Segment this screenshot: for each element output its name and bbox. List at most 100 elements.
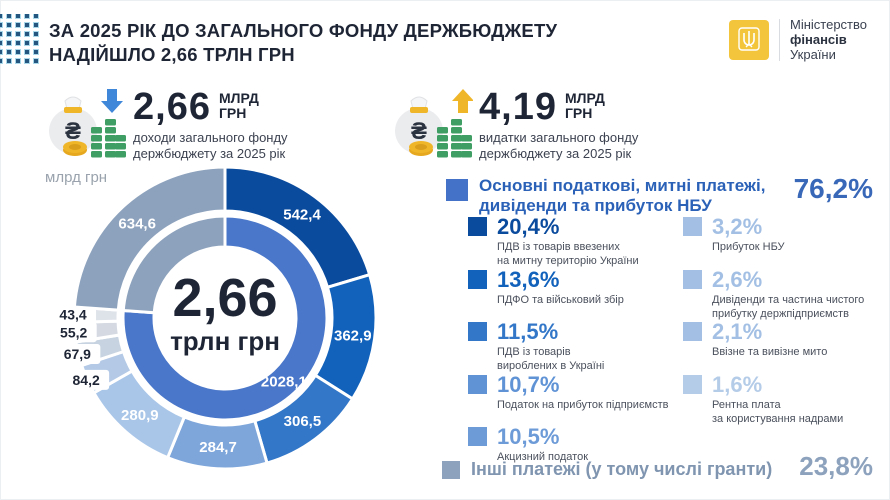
legend-main-percent: 76,2% bbox=[793, 173, 873, 204]
dot bbox=[16, 59, 20, 63]
legend-item-percent: 13,6% bbox=[497, 267, 560, 292]
donut-segment bbox=[121, 214, 227, 315]
segment-label: 306,5 bbox=[284, 413, 322, 430]
legend-item-percent: 10,7% bbox=[497, 372, 560, 397]
legend-item-description: Ввізне та вивізне мито bbox=[712, 346, 828, 358]
dot bbox=[7, 59, 11, 63]
legend-item-description: Акцизний податок bbox=[497, 451, 589, 463]
dot bbox=[16, 23, 20, 27]
dot bbox=[7, 41, 11, 45]
dot bbox=[16, 50, 20, 54]
legend-item: 2,1% Ввізне та вивізне мито bbox=[683, 320, 827, 360]
ministry-logo-text: Міністерство фінансів України bbox=[790, 17, 867, 62]
legend-item: 11,5% ПДВ із товарів вироблених в Україні bbox=[468, 320, 604, 373]
dot bbox=[7, 14, 11, 18]
dot bbox=[25, 50, 29, 54]
legend-item-swatch bbox=[683, 270, 702, 289]
legend-item-description: ПДВ із товарів ввезених на митну територі… bbox=[497, 241, 639, 267]
dot bbox=[16, 32, 20, 36]
legend-main-swatch bbox=[446, 179, 468, 201]
legend-item-percent: 20,4% bbox=[497, 214, 560, 239]
legend-item: 3,2% Прибуток НБУ bbox=[683, 215, 785, 255]
dot bbox=[34, 23, 38, 27]
dot bbox=[16, 14, 20, 18]
legend-item: 20,4% ПДВ із товарів ввезених на митну тер… bbox=[468, 215, 639, 268]
dot bbox=[34, 41, 38, 45]
legend-item-description: Податок на прибуток підприємств bbox=[497, 399, 669, 411]
revenue-value: 2,66 bbox=[133, 86, 211, 128]
legend-item-percent: 2,6% bbox=[712, 267, 763, 292]
legend-item-swatch bbox=[468, 217, 487, 236]
revenue-unit-line1: МЛРД bbox=[218, 90, 259, 106]
segment-label: 284,7 bbox=[199, 439, 237, 456]
legend-item-swatch bbox=[683, 322, 702, 341]
expenditure-unit-line1: МЛРД bbox=[564, 90, 605, 106]
page-title-line1: ЗА 2025 РІК ДО ЗАГАЛЬНОГО ФОНДУ ДЕРЖБЮДЖ… bbox=[49, 20, 558, 41]
money-bag-down-arrow-icon: ₴ bbox=[49, 89, 126, 158]
dot bbox=[7, 23, 11, 27]
logo-line2: фінансів bbox=[790, 32, 847, 47]
expenditure-unit-line2: ГРН bbox=[564, 105, 593, 121]
legend-item: 13,6% ПДФО та військовий збір bbox=[468, 268, 624, 308]
legend-item-swatch bbox=[468, 322, 487, 341]
revenue-stat: ₴ 2,66 МЛРД ГРН доходи загального фонду … bbox=[45, 87, 288, 162]
legend-item-description: ПДВ із товарів вироблених в Україні bbox=[497, 346, 605, 372]
legend-item-description: Рентна плата за користування надрами bbox=[712, 399, 844, 425]
ministry-logo: Міністерство фінансів України bbox=[729, 17, 867, 62]
legend-item: 10,7% Податок на прибуток підприємств bbox=[468, 373, 669, 413]
revenue-description: доходи загального фонду держбюджету за 2… bbox=[133, 130, 288, 161]
legend-item-percent: 3,2% bbox=[712, 214, 763, 239]
dot bbox=[0, 59, 2, 63]
donut-chart: 542,4 362,9 306,5 284,7 280,9 84,2 67,9 55,243,… bbox=[50, 165, 378, 471]
dot bbox=[25, 32, 29, 36]
donut-center-unit: трлн грн bbox=[170, 326, 280, 356]
page-title-line2: НАДІЙШЛО 2,66 ТРЛН ГРН bbox=[49, 44, 295, 65]
legend-other-label: Інші платежі (у тому числі гранти) bbox=[471, 459, 773, 479]
segment-label-box bbox=[50, 322, 97, 343]
legend-item-percent: 11,5% bbox=[497, 319, 559, 344]
legend-other-percent: 23,8% bbox=[799, 451, 873, 481]
svg-text:₴: ₴ bbox=[411, 118, 427, 145]
dot bbox=[34, 59, 38, 63]
chart-unit-label: млрд грн bbox=[45, 169, 108, 186]
legend-item: 2,6% Дивіденди та частина чистого прибутку… bbox=[683, 268, 864, 321]
dot bbox=[34, 50, 38, 54]
dot bbox=[25, 14, 29, 18]
dot bbox=[7, 50, 11, 54]
legend-item: 10,5% Акцизний податок bbox=[468, 425, 588, 465]
logo-line1: Міністерство bbox=[790, 17, 867, 32]
segment-label: 55,2 bbox=[60, 324, 87, 340]
legend-item-swatch bbox=[683, 375, 702, 394]
segment-label: 67,9 bbox=[64, 346, 91, 362]
dot bbox=[25, 23, 29, 27]
dot bbox=[0, 23, 2, 27]
dot bbox=[0, 50, 2, 54]
logo-line3: України bbox=[790, 47, 836, 62]
legend-other-swatch bbox=[442, 461, 460, 479]
donut-segment bbox=[121, 214, 329, 422]
page-title: ЗА 2025 РІК ДО ЗАГАЛЬНОГО ФОНДУ ДЕРЖБЮДЖ… bbox=[49, 19, 557, 67]
legend-main-label: Основні податкові, митні платежі, дивіде… bbox=[479, 176, 766, 215]
revenue-unit-line2: ГРН bbox=[218, 105, 247, 121]
expenditure-value: 4,19 bbox=[479, 86, 557, 128]
segment-label: 2028,1 bbox=[261, 373, 307, 390]
segment-label-box bbox=[50, 304, 97, 325]
expenditure-description: видатки загального фонду держбюджету за … bbox=[479, 130, 639, 161]
dot bbox=[16, 41, 20, 45]
dots-decoration bbox=[0, 14, 44, 70]
donut-center-value: 2,66 bbox=[172, 268, 277, 328]
legend-item-swatch bbox=[683, 217, 702, 236]
legend-item-percent: 2,1% bbox=[712, 319, 763, 344]
dot bbox=[25, 59, 29, 63]
dot bbox=[34, 32, 38, 36]
legend-item-swatch bbox=[468, 270, 487, 289]
money-bag-up-arrow-icon: ₴ bbox=[395, 89, 473, 158]
dot bbox=[25, 41, 29, 45]
legend-item-swatch bbox=[468, 427, 487, 446]
svg-text:₴: ₴ bbox=[65, 118, 81, 145]
dot bbox=[34, 14, 38, 18]
legend-item: 1,6% Рентна плата за користування надрами bbox=[683, 373, 843, 426]
dot bbox=[7, 32, 11, 36]
expenditure-stat: ₴ 4,19 МЛРД ГРН видатки загального фонду… bbox=[391, 87, 638, 162]
legend-item-percent: 1,6% bbox=[712, 372, 763, 397]
